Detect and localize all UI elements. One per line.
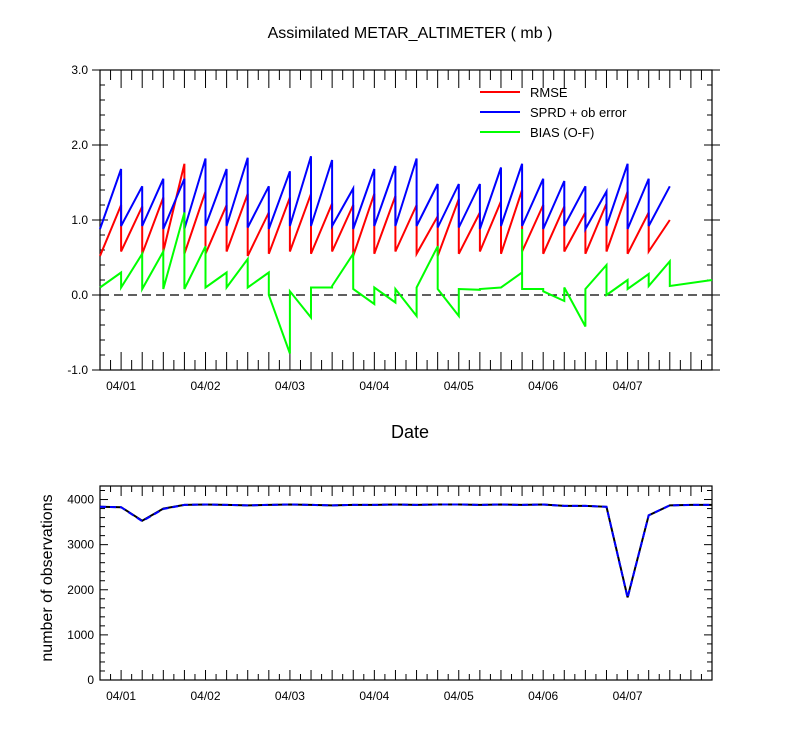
x-tick-label: 04/01 [106, 379, 136, 393]
series-line-rmse [99, 163, 671, 258]
x-tick-label: 04/06 [528, 689, 558, 703]
y-tick-label: 3.0 [71, 63, 88, 77]
x-tick-label: 04/04 [359, 689, 389, 703]
x-tick-label: 04/01 [106, 689, 136, 703]
x-tick-label: 04/02 [191, 379, 221, 393]
bottom-plot-panel: 0 1000 2000 3000 4000 04/01 04/02 04/03 04/04 04/… [67, 485, 713, 703]
x-tick-label: 04/04 [359, 379, 389, 393]
y-tick-label: 0 [87, 673, 94, 687]
y-axis-label-observations: number of observations [39, 494, 56, 661]
x-tick-label: 04/02 [191, 689, 221, 703]
y-tick-label: 0.0 [71, 288, 88, 302]
top-plot-panel: -1.0 0.0 1.0 2.0 3.0 04/01 04/02 04/03 04/04 04/0… [67, 63, 720, 393]
x-tick-label: 04/03 [275, 689, 305, 703]
y-tick-label: 3000 [67, 538, 94, 552]
chart-title: Assimilated METAR_ALTIMETER ( mb ) [268, 25, 553, 42]
x-tick-label: 04/05 [444, 689, 474, 703]
series-line-sprd-ob-error [99, 156, 671, 233]
x-tick-label: 04/06 [528, 379, 558, 393]
legend-label: SPRD + ob error [530, 105, 627, 120]
y-tick-label: 1000 [67, 628, 94, 642]
legend-label: RMSE [530, 85, 568, 100]
x-tick-label: 04/07 [613, 379, 643, 393]
y-tick-label: 4000 [67, 493, 94, 507]
x-tick-label: 04/07 [613, 689, 643, 703]
legend: RMSE SPRD + ob error BIAS (O-F) [480, 85, 627, 140]
series-line-possible [99, 503, 712, 598]
y-tick-label: 2.0 [71, 138, 88, 152]
series-line-bias-o-f [99, 212, 713, 354]
x-tick-label: 04/05 [444, 379, 474, 393]
x-axis-label: Date [391, 422, 429, 442]
plot-frame [99, 485, 713, 681]
y-tick-label: -1.0 [67, 363, 88, 377]
y-tick-label: 1.0 [71, 213, 88, 227]
series-line-assimilated [99, 503, 712, 599]
legend-label: BIAS (O-F) [530, 125, 594, 140]
y-tick-label: 2000 [67, 583, 94, 597]
x-tick-label: 04/03 [275, 379, 305, 393]
